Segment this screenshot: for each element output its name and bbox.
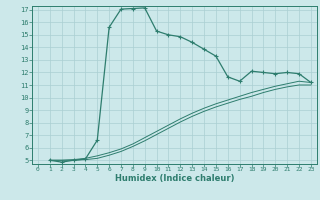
X-axis label: Humidex (Indice chaleur): Humidex (Indice chaleur) xyxy=(115,174,234,183)
